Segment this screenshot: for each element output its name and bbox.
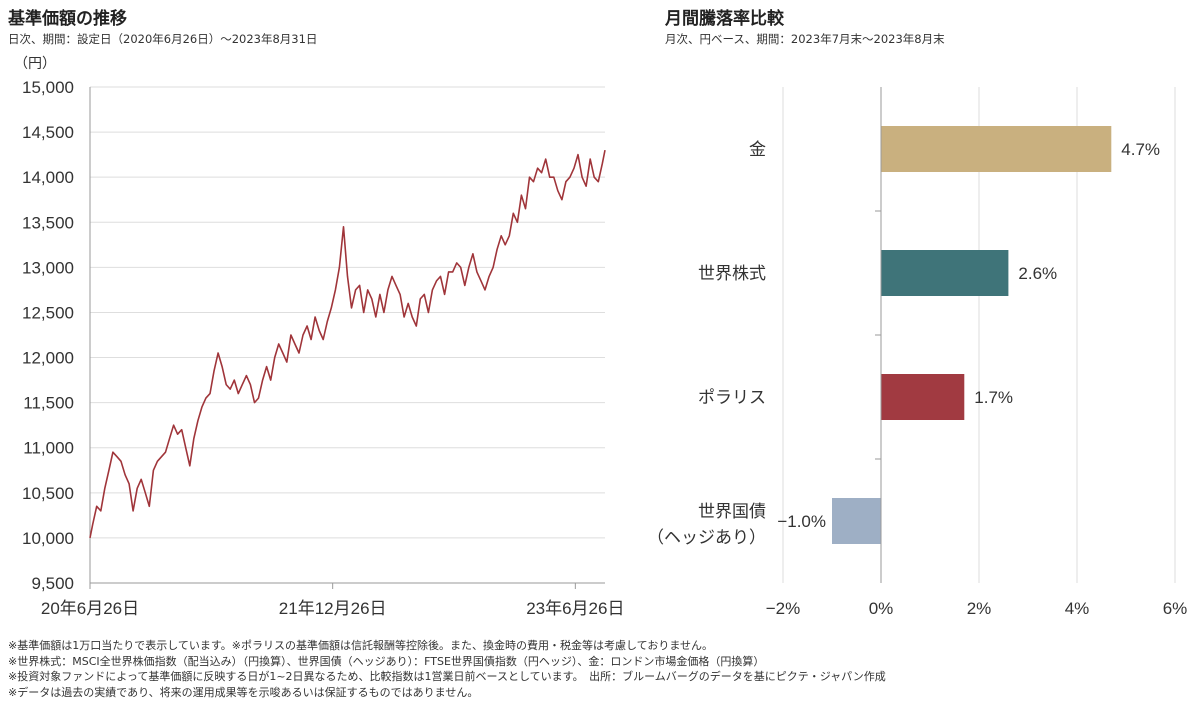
bar — [881, 374, 965, 420]
x-tick-label: −2% — [766, 599, 801, 618]
y-tick-label: 11,500 — [23, 394, 74, 413]
x-tick-label: 4% — [1065, 599, 1090, 618]
bar-chart-bars — [832, 126, 1112, 544]
line-chart-axes — [89, 87, 605, 589]
x-tick-label: 0% — [869, 599, 894, 618]
line-chart-subtitle: 日次、期間：設定日（2020年6月26日）～2023年8月31日 — [8, 32, 318, 46]
y-tick-label: 14,000 — [22, 168, 74, 187]
x-tick-label: 21年12月26日 — [279, 599, 387, 618]
y-tick-label: 12,500 — [22, 303, 74, 322]
bar-value-label: 2.6% — [1018, 264, 1057, 283]
y-tick-label: 10,500 — [22, 484, 74, 503]
x-tick-label: 20年6月26日 — [41, 599, 139, 618]
nav-line-series — [89, 149, 606, 539]
y-tick-label: 10,000 — [22, 529, 74, 548]
bar-chart: −2% 0% 2% 4% 6% 4.7% 金 2.6% 世界株式 1.7% ポラリス −1.0% 世界国… — [647, 87, 1187, 618]
line-chart-y-tick-labels: 9,500 10,000 10,500 11,000 11,500 12,000 12,50… — [22, 78, 74, 593]
line-chart-x-tick-labels: 20年6月26日 21年12月26日 23年6月26日 — [41, 599, 625, 618]
y-tick-label: 13,500 — [22, 213, 74, 232]
y-tick-label: 15,000 — [22, 78, 74, 97]
bar-chart-title: 月間騰落率比較 — [665, 9, 784, 29]
category-label: ポラリス — [698, 388, 766, 407]
footnote: ※基準価額は1万口当たりで表示しています。※ポラリスの基準価額は信託報酬等控除後… — [8, 639, 714, 652]
y-tick-label: 11,000 — [23, 439, 74, 458]
bar — [881, 126, 1112, 172]
category-label: 世界国債 — [698, 502, 766, 521]
bar-chart-axes — [875, 87, 882, 583]
footnote: ※世界株式：MSCI全世界株価指数（配当込み）（円換算）、世界国債（ヘッジあり）… — [8, 654, 765, 668]
line-chart-title: 基準価額の推移 — [8, 9, 127, 29]
line-chart-gridlines — [90, 86, 605, 539]
y-tick-label: 12,000 — [22, 349, 74, 368]
x-tick-label: 23年6月26日 — [526, 599, 624, 618]
footnotes: ※基準価額は1万口当たりで表示しています。※ポラリスの基準価額は信託報酬等控除後… — [8, 638, 886, 700]
bar-value-label: 4.7% — [1121, 140, 1160, 159]
bar — [832, 498, 881, 544]
footnote: ※投資対象ファンドによって基準価額に反映する日が1~2日異なるため、比較指数は1… — [8, 670, 886, 683]
x-tick-label: 6% — [1163, 599, 1188, 618]
x-tick-label: 2% — [967, 599, 992, 618]
category-sublabel: （ヘッジあり） — [647, 528, 766, 547]
bar-value-label: −1.0% — [777, 512, 826, 531]
y-tick-label: 13,000 — [22, 258, 74, 277]
line-chart-y-axis-label: （円） — [14, 55, 56, 71]
line-chart: （円） 9,500 10,000 10,500 11,000 11,500 12,000 1… — [14, 55, 624, 618]
bar-chart-subtitle: 月次、円ベース、期間：2023年7月末～2023年8月末 — [665, 32, 945, 46]
bar — [881, 250, 1009, 296]
footnote: ※データは過去の実績であり、将来の運用成果等を示唆あるいは保証するものではありま… — [8, 685, 479, 699]
bar-value-label: 1.7% — [974, 388, 1013, 407]
y-tick-label: 14,500 — [22, 123, 74, 142]
bar-chart-labels: −2% 0% 2% 4% 6% 4.7% 金 2.6% 世界株式 1.7% ポラリス −1.0% 世界国… — [647, 140, 1187, 618]
y-tick-label: 9,500 — [31, 574, 74, 593]
category-label: 金 — [749, 140, 766, 159]
category-label: 世界株式 — [698, 264, 766, 283]
